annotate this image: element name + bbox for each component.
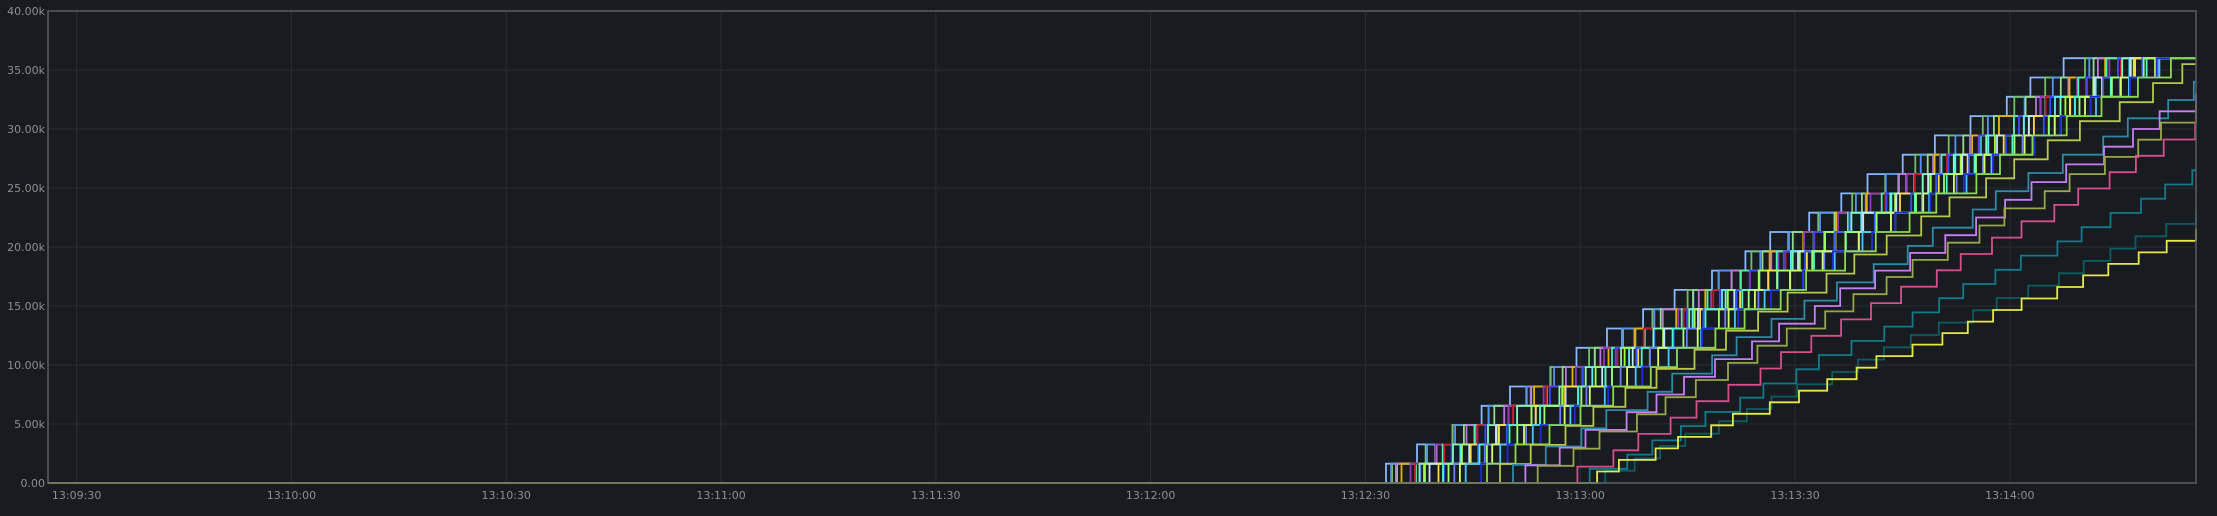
- y-tick-label: 5.00k: [14, 418, 45, 431]
- plot-frame: [47, 10, 2197, 484]
- x-tick-label: 13:11:00: [696, 489, 745, 502]
- x-tick-label: 13:11:30: [911, 489, 960, 502]
- series-line-25: [48, 93, 2197, 484]
- x-tick-label: 13:13:30: [1770, 489, 1819, 502]
- series-line-28: [48, 169, 2196, 484]
- y-tick-label: 0.00: [21, 477, 46, 490]
- series-line-26: [48, 105, 2197, 484]
- y-tick-label: 40.00k: [7, 5, 45, 18]
- x-tick-label: 13:10:00: [267, 489, 316, 502]
- y-tick-label: 15.00k: [7, 300, 45, 313]
- x-tick-label: 13:10:30: [482, 489, 531, 502]
- series-line-27: [48, 122, 2197, 484]
- y-axis: 0.00 5.00k 10.00k 15.00k 20.00k 25.00k 30.00k 3…: [7, 5, 45, 490]
- series-line-29: [48, 211, 2197, 484]
- series-group: [48, 57, 2197, 484]
- y-tick-label: 20.00k: [7, 241, 45, 254]
- x-tick-label: 13:14:00: [1985, 489, 2034, 502]
- y-tick-label: 10.00k: [7, 359, 45, 372]
- x-tick-label: 13:09:30: [52, 489, 101, 502]
- series-line-30: [48, 229, 2197, 484]
- x-tick-label: 13:13:00: [1556, 489, 1605, 502]
- x-tick-label: 13:12:30: [1341, 489, 1390, 502]
- x-tick-label: 13:12:00: [1126, 489, 1175, 502]
- y-tick-label: 25.00k: [7, 182, 45, 195]
- x-axis: 13:09:30 13:10:00 13:10:30 13:11:00 13:11:30…: [52, 489, 2035, 502]
- series-line-23: [48, 63, 2196, 484]
- y-tick-label: 30.00k: [7, 123, 45, 136]
- y-tick-label: 35.00k: [7, 64, 45, 77]
